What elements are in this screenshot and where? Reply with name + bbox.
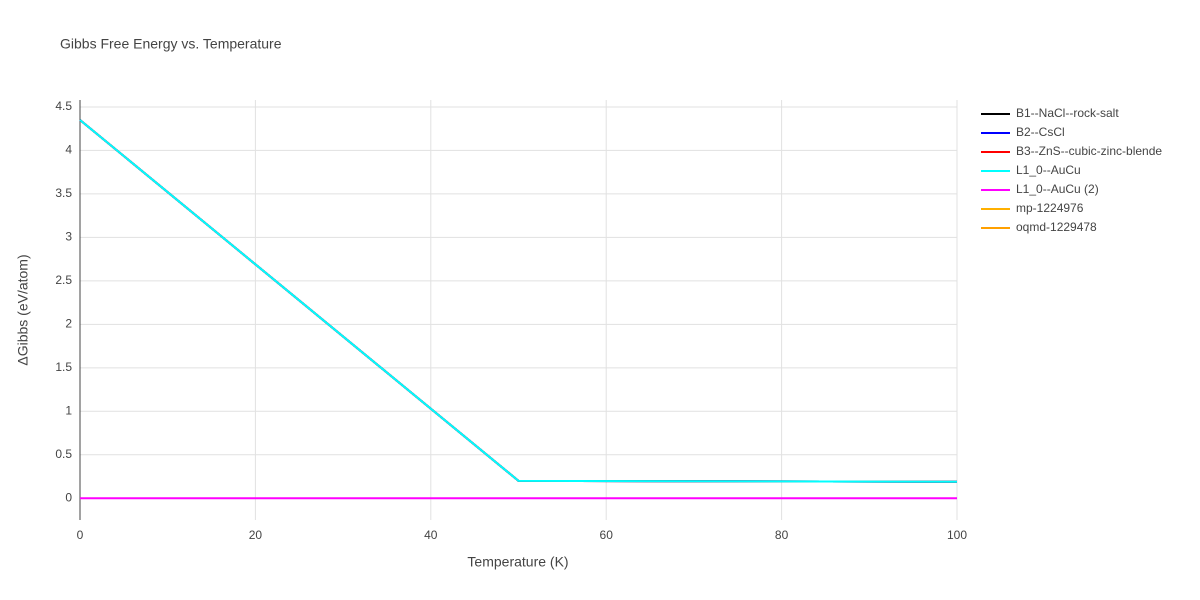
y-tick-label: 4.5 [55, 99, 72, 113]
legend-label: L1_0--AuCu [1016, 163, 1081, 177]
legend-label: B3--ZnS--cubic-zinc-blende [1016, 144, 1162, 158]
chart-title: Gibbs Free Energy vs. Temperature [60, 36, 282, 52]
line-series [79, 119, 958, 483]
y-tick-label: 2.5 [55, 273, 72, 287]
y-tick-label: 4 [65, 143, 72, 157]
y-tick-label: 0 [65, 490, 72, 504]
y-tick-label: 1.5 [55, 360, 72, 374]
legend-label: L1_0--AuCu (2) [1016, 182, 1099, 196]
legend-label: oqmd-1229478 [1016, 220, 1097, 234]
y-tick-label: 2 [65, 317, 72, 331]
y-tick-label: 0.5 [55, 447, 72, 461]
x-tick-label: 100 [947, 528, 967, 542]
x-tick-label: 80 [775, 528, 789, 542]
x-tick-label: 20 [249, 528, 263, 542]
legend-label: B1--NaCl--rock-salt [1016, 106, 1119, 120]
y-tick-label: 1 [65, 403, 72, 417]
x-axis-title: Temperature (K) [467, 554, 568, 570]
legend-label: mp-1224976 [1016, 201, 1084, 215]
line-series [79, 119, 958, 483]
line-series [79, 119, 958, 483]
y-tick-label: 3 [65, 230, 72, 244]
y-axis-title: ΔGibbs (eV/atom) [15, 254, 31, 365]
legend-label: B2--CsCl [1016, 125, 1065, 139]
x-tick-label: 0 [77, 528, 84, 542]
x-tick-label: 60 [600, 528, 614, 542]
y-tick-label: 3.5 [55, 186, 72, 200]
line-series [79, 119, 958, 483]
x-tick-label: 40 [424, 528, 438, 542]
